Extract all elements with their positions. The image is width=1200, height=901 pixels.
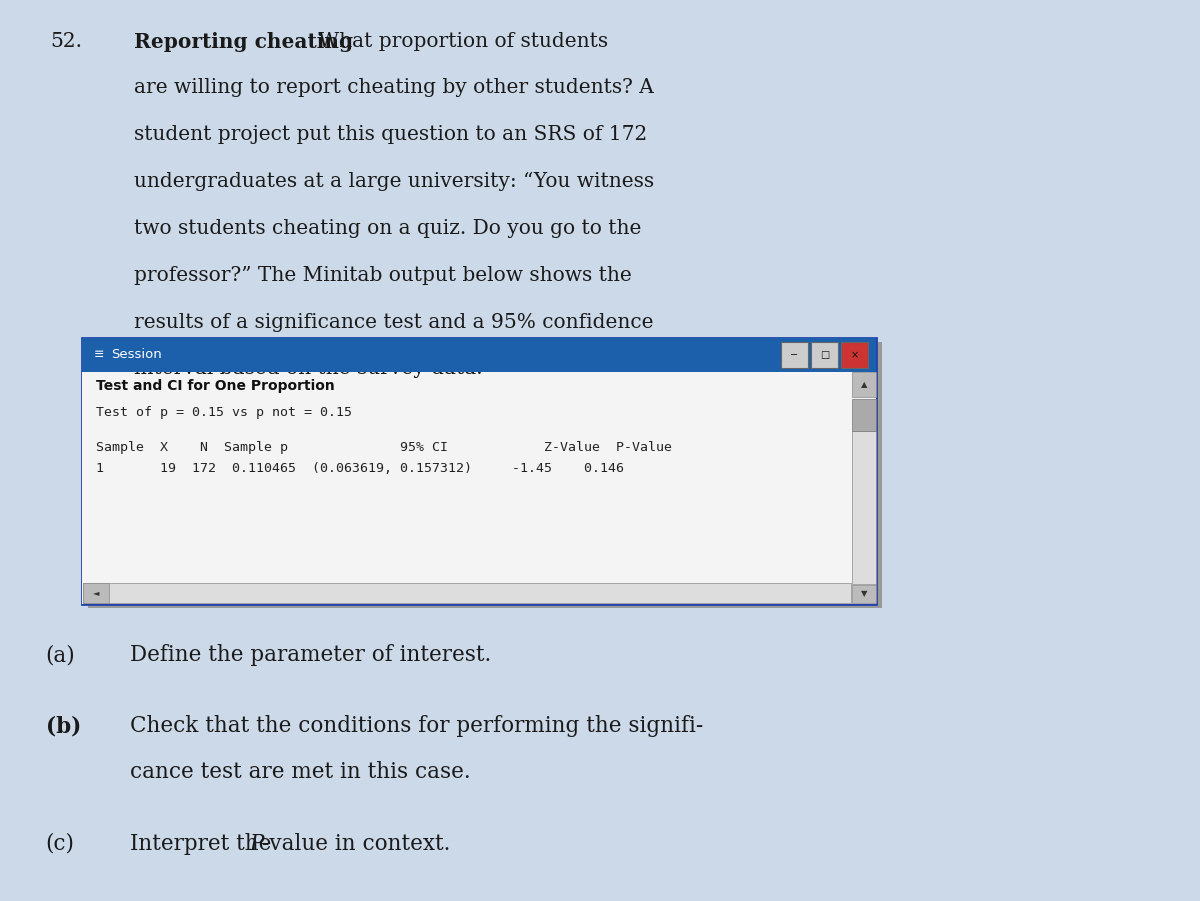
Text: ×: × (851, 350, 858, 360)
Text: are willing to report cheating by other students? A: are willing to report cheating by other … (134, 78, 654, 97)
Text: -value in context.: -value in context. (262, 833, 450, 854)
FancyBboxPatch shape (852, 372, 876, 397)
FancyBboxPatch shape (82, 338, 876, 604)
Text: (b): (b) (46, 715, 80, 737)
Text: Test and CI for One Proportion: Test and CI for One Proportion (96, 379, 335, 394)
FancyBboxPatch shape (781, 342, 808, 368)
Text: ▼: ▼ (860, 589, 868, 598)
FancyBboxPatch shape (852, 399, 876, 431)
FancyBboxPatch shape (83, 583, 109, 603)
Text: student project put this question to an SRS of 172: student project put this question to an … (134, 125, 648, 144)
Text: P: P (250, 833, 264, 854)
Text: 16: 16 (461, 346, 478, 359)
Text: two students cheating on a quiz. Do you go to the: two students cheating on a quiz. Do you … (134, 219, 642, 238)
Text: interval based on the survey data.: interval based on the survey data. (134, 359, 484, 378)
Text: Session: Session (112, 349, 162, 361)
FancyBboxPatch shape (82, 338, 876, 372)
FancyBboxPatch shape (88, 342, 882, 608)
Text: ≡: ≡ (94, 349, 104, 361)
Text: What proportion of students: What proportion of students (312, 32, 608, 50)
FancyBboxPatch shape (83, 583, 851, 603)
Text: 52.: 52. (50, 32, 83, 50)
Text: (c): (c) (46, 833, 74, 854)
Text: undergraduates at a large university: “You witness: undergraduates at a large university: “Y… (134, 172, 654, 191)
Text: Test of p = 0.15 vs p not = 0.15: Test of p = 0.15 vs p not = 0.15 (96, 406, 352, 419)
FancyBboxPatch shape (841, 342, 868, 368)
Text: professor?” The Minitab output below shows the: professor?” The Minitab output below sho… (134, 266, 632, 285)
FancyBboxPatch shape (82, 372, 876, 604)
Text: ▲: ▲ (860, 380, 868, 389)
Text: Reporting cheating: Reporting cheating (134, 32, 354, 51)
FancyBboxPatch shape (852, 585, 876, 603)
Text: 1       19  172  0.110465  (0.063619, 0.157312)     -1.45    0.146: 1 19 172 0.110465 (0.063619, 0.157312) -… (96, 462, 624, 475)
FancyBboxPatch shape (811, 342, 838, 368)
Text: results of a significance test and a 95% confidence: results of a significance test and a 95%… (134, 313, 654, 332)
FancyBboxPatch shape (852, 431, 876, 584)
Text: Sample  X    N  Sample p              95% CI            Z-Value  P-Value: Sample X N Sample p 95% CI Z-Value P-Val… (96, 441, 672, 453)
Text: Define the parameter of interest.: Define the parameter of interest. (130, 644, 491, 666)
Text: □: □ (820, 350, 829, 360)
Text: ◄: ◄ (92, 588, 100, 597)
Text: −: − (791, 350, 798, 360)
Text: cance test are met in this case.: cance test are met in this case. (130, 761, 470, 783)
Text: Check that the conditions for performing the signifi-: Check that the conditions for performing… (130, 715, 703, 737)
Text: (a): (a) (46, 644, 76, 666)
Text: Interpret the: Interpret the (130, 833, 278, 854)
